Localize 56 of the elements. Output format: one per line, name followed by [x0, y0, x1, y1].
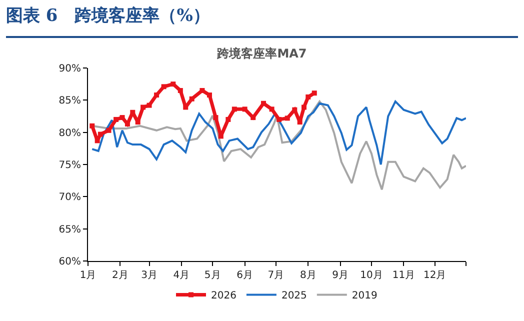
- y-tick-label: 85%: [58, 96, 81, 107]
- point: [140, 104, 146, 110]
- x-tick-label: 9月: [332, 270, 349, 281]
- point: [200, 88, 205, 94]
- x-tick-label: 1月: [80, 270, 96, 281]
- point: [312, 90, 317, 96]
- point: [226, 116, 231, 122]
- x-tick-label: 2月: [112, 270, 128, 281]
- point: [284, 116, 290, 121]
- point: [98, 132, 103, 137]
- line-series: [91, 100, 466, 166]
- point: [161, 84, 166, 90]
- point: [183, 104, 188, 110]
- point: [213, 115, 218, 120]
- point: [242, 106, 248, 112]
- point: [189, 96, 194, 102]
- point: [306, 94, 311, 100]
- y-tick-label: 70%: [58, 192, 81, 204]
- y-tick-label: 60%: [58, 256, 81, 268]
- point: [170, 82, 176, 87]
- chart-title: 图表 6 跨境客座率（%）: [6, 5, 210, 27]
- point: [302, 104, 306, 110]
- x-tick-label: 7月: [268, 270, 284, 281]
- x-tick-label: 6月: [236, 270, 253, 281]
- x-tick-label: 10月: [360, 270, 383, 281]
- point: [135, 120, 140, 125]
- x-tick-label: 3月: [141, 270, 158, 281]
- point: [178, 88, 183, 94]
- point: [90, 123, 95, 128]
- legend-label: 2026: [211, 290, 236, 302]
- y-tick-label: 75%: [58, 160, 81, 171]
- point: [297, 120, 302, 125]
- point: [269, 106, 274, 112]
- point: [94, 138, 100, 144]
- y-tick-label: 80%: [58, 128, 81, 139]
- chart-subtitle: 跨境客座率MA7: [216, 46, 307, 60]
- legend-label: 2025: [281, 290, 307, 302]
- x-tick-label: 4月: [173, 270, 190, 281]
- x-tick-label: 5月: [204, 270, 221, 281]
- y-tick-label: 90%: [58, 64, 81, 74]
- point: [218, 134, 224, 139]
- point: [146, 102, 152, 108]
- point: [154, 92, 160, 98]
- point: [120, 115, 125, 120]
- x-tick-label: 12月: [423, 270, 446, 281]
- point: [261, 100, 266, 106]
- point: [232, 106, 237, 112]
- y-tick-label: 65%: [58, 224, 81, 236]
- legend-label: 2019: [352, 290, 378, 302]
- point: [114, 116, 119, 122]
- x-tick-label: 11月: [392, 270, 416, 281]
- x-tick-label: 8月: [300, 270, 316, 281]
- point: [106, 128, 112, 133]
- point: [276, 116, 282, 122]
- point: [292, 107, 298, 112]
- point: [207, 92, 212, 98]
